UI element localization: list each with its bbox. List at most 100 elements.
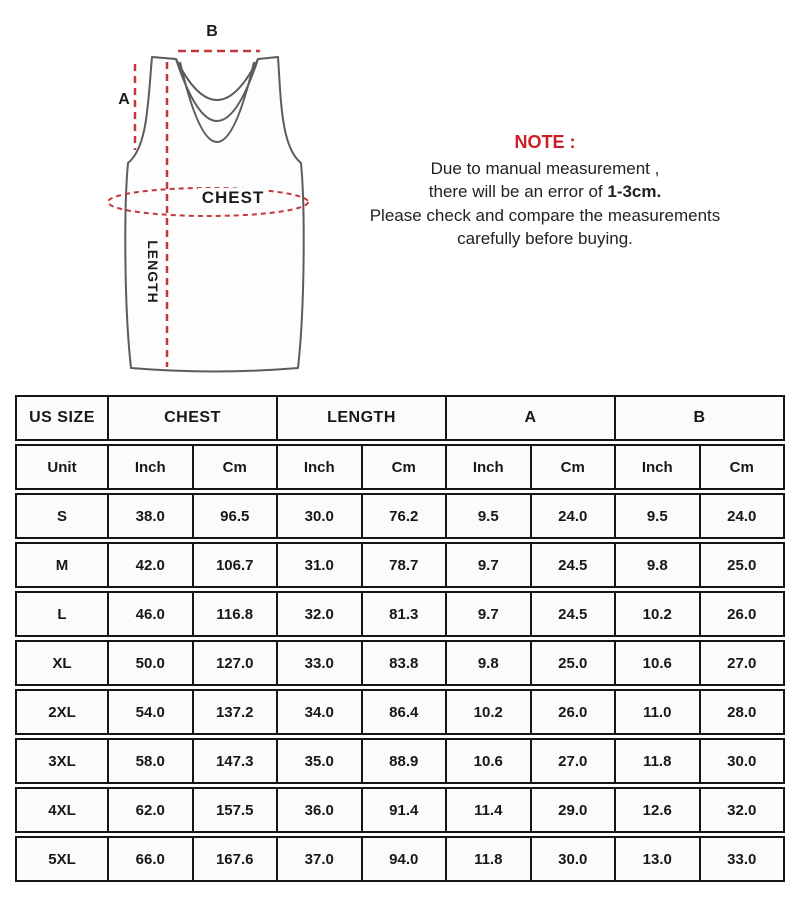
subheader-chest-inch: Inch xyxy=(109,444,194,490)
value-cell: 11.0 xyxy=(616,689,701,735)
value-cell: 31.0 xyxy=(278,542,363,588)
value-cell: 30.0 xyxy=(278,493,363,539)
note-line-2-bold: 1-3cm. xyxy=(607,182,662,201)
value-cell: 9.8 xyxy=(616,542,701,588)
subheader-length-cm: Cm xyxy=(362,444,447,490)
value-cell: 12.6 xyxy=(616,787,701,833)
table-row: 2XL 54.0 137.2 34.0 86.4 10.2 26.0 11.0 28.0 xyxy=(15,689,785,735)
diagram-label-a: A xyxy=(118,91,130,108)
value-cell: 83.8 xyxy=(362,640,447,686)
subheader-chest-cm: Cm xyxy=(193,444,278,490)
value-cell: 24.5 xyxy=(531,542,616,588)
value-cell: 10.6 xyxy=(616,640,701,686)
value-cell: 10.2 xyxy=(616,591,701,637)
value-cell: 54.0 xyxy=(109,689,194,735)
header-us-size: US SIZE xyxy=(15,395,109,441)
value-cell: 46.0 xyxy=(109,591,194,637)
value-cell: 27.0 xyxy=(531,738,616,784)
size-table: US SIZE CHEST LENGTH A B Unit Inch Cm In… xyxy=(15,392,785,885)
value-cell: 11.8 xyxy=(616,738,701,784)
subheader-a-cm: Cm xyxy=(531,444,616,490)
note-line-3: Please check and compare the measurement… xyxy=(369,205,721,225)
value-cell: 30.0 xyxy=(700,738,785,784)
value-cell: 9.8 xyxy=(447,640,532,686)
value-cell: 157.5 xyxy=(193,787,278,833)
subheader-length-inch: Inch xyxy=(278,444,363,490)
size-cell: 3XL xyxy=(15,738,109,784)
value-cell: 9.7 xyxy=(447,542,532,588)
value-cell: 30.0 xyxy=(531,836,616,882)
value-cell: 78.7 xyxy=(362,542,447,588)
size-cell: 4XL xyxy=(15,787,109,833)
value-cell: 9.5 xyxy=(447,493,532,539)
value-cell: 88.9 xyxy=(362,738,447,784)
header-chest: CHEST xyxy=(109,395,278,441)
value-cell: 9.7 xyxy=(447,591,532,637)
value-cell: 26.0 xyxy=(531,689,616,735)
value-cell: 94.0 xyxy=(362,836,447,882)
size-table-section: US SIZE CHEST LENGTH A B Unit Inch Cm In… xyxy=(0,392,800,885)
header-b: B xyxy=(616,395,785,441)
size-cell: XL xyxy=(15,640,109,686)
value-cell: 25.0 xyxy=(700,542,785,588)
value-cell: 32.0 xyxy=(278,591,363,637)
table-row: 4XL 62.0 157.5 36.0 91.4 11.4 29.0 12.6 32.0 xyxy=(15,787,785,833)
size-cell: L xyxy=(15,591,109,637)
value-cell: 58.0 xyxy=(109,738,194,784)
value-cell: 27.0 xyxy=(700,640,785,686)
size-table-body: S 38.0 96.5 30.0 76.2 9.5 24.0 9.5 24.0 M 42.0 106.… xyxy=(15,493,785,882)
measurement-guide-section: B A CHEST LENGTH NOTE : Due to manual me… xyxy=(0,0,800,392)
value-cell: 11.4 xyxy=(447,787,532,833)
value-cell: 34.0 xyxy=(278,689,363,735)
note-line-4: carefully before buying. xyxy=(457,229,633,248)
value-cell: 10.2 xyxy=(447,689,532,735)
value-cell: 33.0 xyxy=(278,640,363,686)
value-cell: 28.0 xyxy=(700,689,785,735)
value-cell: 86.4 xyxy=(362,689,447,735)
value-cell: 26.0 xyxy=(700,591,785,637)
value-cell: 29.0 xyxy=(531,787,616,833)
note-line-2-text: there will be an error of xyxy=(428,182,608,201)
size-cell: 5XL xyxy=(15,836,109,882)
value-cell: 62.0 xyxy=(109,787,194,833)
value-cell: 42.0 xyxy=(109,542,194,588)
diagram-label-length: LENGTH xyxy=(145,240,161,304)
value-cell: 32.0 xyxy=(700,787,785,833)
table-row: L 46.0 116.8 32.0 81.3 9.7 24.5 10.2 26.0 xyxy=(15,591,785,637)
value-cell: 35.0 xyxy=(278,738,363,784)
size-cell: 2XL xyxy=(15,689,109,735)
value-cell: 76.2 xyxy=(362,493,447,539)
table-unit-row: Unit Inch Cm Inch Cm Inch Cm Inch Cm xyxy=(15,444,785,490)
value-cell: 38.0 xyxy=(109,493,194,539)
value-cell: 24.0 xyxy=(700,493,785,539)
table-row: 5XL 66.0 167.6 37.0 94.0 11.8 30.0 13.0 33.0 xyxy=(15,836,785,882)
table-row: M 42.0 106.7 31.0 78.7 9.7 24.5 9.8 25.0 xyxy=(15,542,785,588)
value-cell: 33.0 xyxy=(700,836,785,882)
value-cell: 9.5 xyxy=(616,493,701,539)
header-length: LENGTH xyxy=(278,395,447,441)
value-cell: 13.0 xyxy=(616,836,701,882)
value-cell: 147.3 xyxy=(193,738,278,784)
value-cell: 25.0 xyxy=(531,640,616,686)
value-cell: 36.0 xyxy=(278,787,363,833)
value-cell: 116.8 xyxy=(193,591,278,637)
tank-top-outline xyxy=(124,56,305,373)
note-line-1: Due to manual measurement , xyxy=(430,158,660,178)
diagram-label-b: B xyxy=(206,23,218,40)
value-cell: 10.6 xyxy=(447,738,532,784)
diagram-label-chest: CHEST xyxy=(197,188,269,208)
subheader-b-cm: Cm xyxy=(700,444,785,490)
value-cell: 37.0 xyxy=(278,836,363,882)
neckline-band-inner xyxy=(179,61,255,143)
value-cell: 96.5 xyxy=(193,493,278,539)
note-line-2: there will be an error of 1-3cm. xyxy=(345,180,745,204)
value-cell: 137.2 xyxy=(193,689,278,735)
value-cell: 167.6 xyxy=(193,836,278,882)
subheader-unit: Unit xyxy=(15,444,109,490)
value-cell: 50.0 xyxy=(109,640,194,686)
value-cell: 127.0 xyxy=(193,640,278,686)
table-row: 3XL 58.0 147.3 35.0 88.9 10.6 27.0 11.8 30.0 xyxy=(15,738,785,784)
table-header-row: US SIZE CHEST LENGTH A B xyxy=(15,395,785,441)
size-cell: S xyxy=(15,493,109,539)
subheader-b-inch: Inch xyxy=(616,444,701,490)
